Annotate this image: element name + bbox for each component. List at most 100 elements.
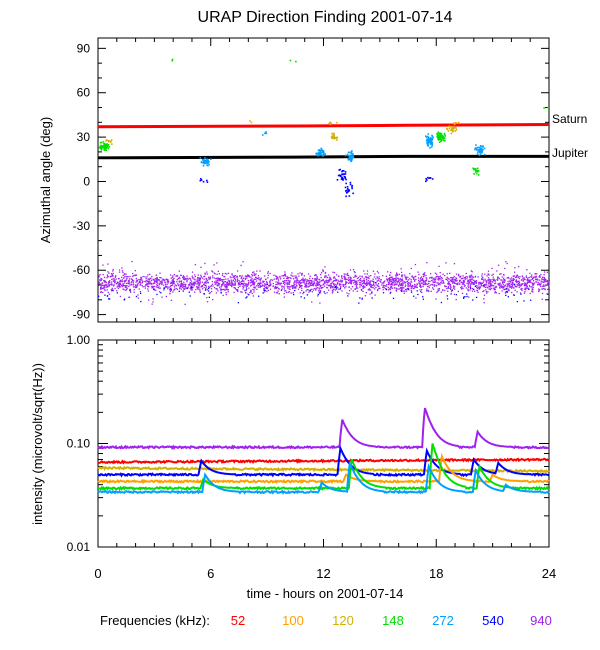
point-940 bbox=[225, 289, 227, 291]
point-540 bbox=[505, 294, 507, 297]
point-940 bbox=[231, 273, 233, 275]
point-940 bbox=[509, 286, 511, 288]
point-540 bbox=[346, 186, 349, 188]
point-940 bbox=[203, 283, 205, 285]
point-940 bbox=[289, 288, 291, 291]
point-940 bbox=[438, 283, 441, 285]
point-940 bbox=[114, 276, 116, 278]
point-940 bbox=[233, 275, 236, 277]
point-940 bbox=[147, 280, 149, 282]
point-940 bbox=[279, 277, 281, 279]
point-940 bbox=[415, 285, 417, 287]
point-940 bbox=[228, 284, 230, 286]
point-940 bbox=[404, 290, 406, 292]
point-940 bbox=[378, 285, 380, 288]
point-940 bbox=[458, 283, 461, 285]
point-272 bbox=[476, 149, 478, 151]
point-940 bbox=[309, 284, 311, 286]
point-940 bbox=[403, 290, 405, 292]
point-940 bbox=[101, 278, 103, 280]
point-540 bbox=[507, 296, 509, 298]
point-940 bbox=[199, 290, 201, 292]
point-940 bbox=[541, 292, 544, 295]
point-940 bbox=[420, 290, 422, 293]
point-940 bbox=[223, 281, 225, 283]
point-940 bbox=[204, 273, 207, 275]
point-940 bbox=[332, 289, 334, 291]
point-940 bbox=[317, 295, 319, 297]
point-940 bbox=[165, 278, 167, 280]
point-940 bbox=[224, 275, 226, 278]
point-940 bbox=[306, 288, 308, 291]
point-940 bbox=[463, 280, 466, 282]
point-940 bbox=[139, 291, 142, 293]
point-940 bbox=[401, 284, 403, 286]
point-940 bbox=[124, 280, 126, 283]
point-940 bbox=[533, 276, 535, 278]
point-940 bbox=[393, 282, 395, 284]
point-940 bbox=[333, 288, 335, 290]
point-940 bbox=[186, 275, 188, 277]
point-120 bbox=[336, 139, 338, 141]
point-940 bbox=[211, 270, 213, 272]
point-940 bbox=[438, 278, 440, 280]
point-940 bbox=[199, 288, 201, 290]
point-540 bbox=[446, 298, 449, 300]
point-940 bbox=[354, 288, 356, 290]
point-940 bbox=[347, 274, 350, 277]
point-940 bbox=[153, 279, 155, 281]
point-940 bbox=[365, 276, 368, 278]
point-940 bbox=[379, 280, 381, 282]
point-940 bbox=[444, 274, 446, 277]
point-940 bbox=[316, 278, 318, 281]
point-940 bbox=[217, 279, 219, 281]
point-272 bbox=[324, 153, 326, 155]
point-940 bbox=[253, 271, 255, 273]
point-940 bbox=[447, 281, 450, 283]
point-940 bbox=[476, 290, 479, 292]
point-940 bbox=[253, 274, 255, 276]
point-540 bbox=[334, 285, 337, 288]
point-940 bbox=[275, 283, 277, 286]
point-940 bbox=[254, 287, 256, 289]
point-940 bbox=[145, 281, 147, 283]
point-940 bbox=[281, 286, 283, 288]
point-940 bbox=[108, 281, 110, 283]
point-272 bbox=[322, 155, 324, 157]
point-940 bbox=[537, 279, 539, 281]
point-940 bbox=[329, 277, 331, 279]
point-940 bbox=[274, 286, 276, 289]
point-940 bbox=[267, 277, 269, 279]
point-940 bbox=[269, 288, 272, 290]
point-940 bbox=[373, 276, 376, 278]
point-940 bbox=[422, 280, 424, 283]
point-940 bbox=[394, 279, 396, 281]
point-940 bbox=[286, 283, 288, 285]
point-940 bbox=[220, 278, 222, 281]
point-940 bbox=[530, 276, 532, 278]
point-272 bbox=[431, 137, 434, 140]
point-148 bbox=[437, 138, 439, 141]
point-940 bbox=[213, 287, 216, 289]
point-940 bbox=[390, 283, 393, 286]
point-940 bbox=[404, 281, 406, 283]
legend-item-540: 540 bbox=[482, 613, 504, 628]
point-940 bbox=[237, 290, 239, 292]
point-940 bbox=[490, 284, 492, 286]
point-120 bbox=[452, 126, 454, 129]
point-940 bbox=[494, 286, 496, 288]
point-940 bbox=[332, 271, 334, 273]
point-940 bbox=[396, 272, 398, 274]
point-940 bbox=[124, 275, 126, 278]
point-940 bbox=[189, 278, 191, 280]
point-940 bbox=[164, 285, 167, 287]
point-940 bbox=[529, 280, 531, 283]
point-940 bbox=[227, 283, 229, 285]
point-940 bbox=[410, 279, 412, 281]
point-940 bbox=[290, 292, 292, 294]
point-940 bbox=[407, 285, 409, 287]
point-940 bbox=[159, 276, 161, 279]
point-940 bbox=[423, 274, 425, 276]
point-940 bbox=[423, 281, 425, 283]
point-940 bbox=[331, 289, 334, 292]
